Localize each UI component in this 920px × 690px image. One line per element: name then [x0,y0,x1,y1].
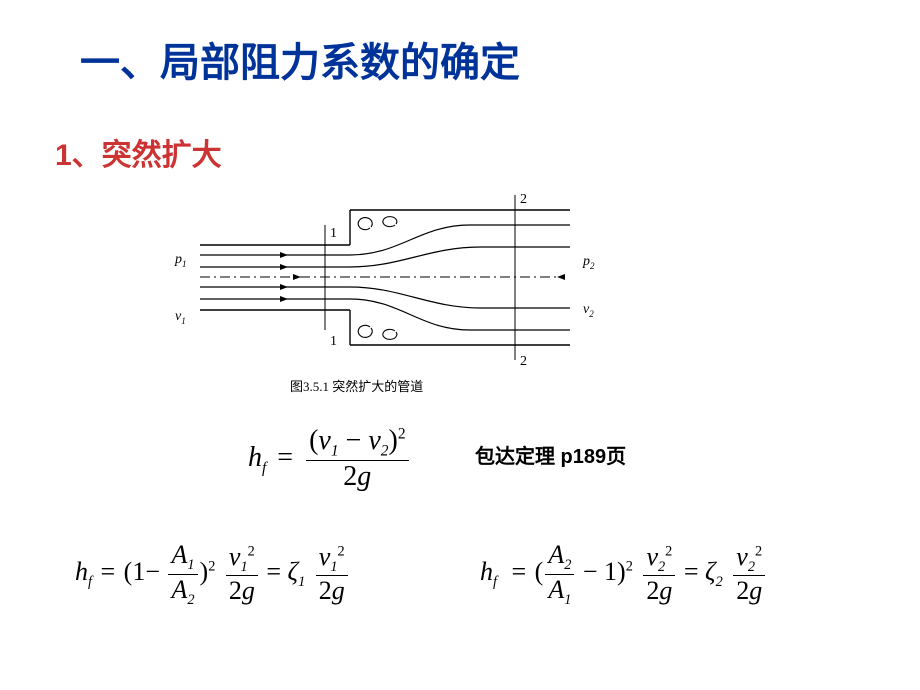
equation-3: hf = ( A2 A1 − 1)2 v22 2g = ζ2 v22 2g [480,540,767,608]
diagram-caption: 图3.5.1 突然扩大的管道 [290,376,423,395]
svg-text:v1: v1 [175,309,186,326]
svg-text:p1: p1 [174,252,187,269]
slide-subtitle: 1、突然扩大 [55,130,222,174]
label-p1: p [174,252,182,267]
expansion-diagram: p1 v1 p2 v2 1 1 2 2 [170,185,610,370]
label-p2: p [582,254,590,269]
svg-text:v2: v2 [583,302,594,319]
equation-2: hf = (1− A1 A2 )2 v12 2g = ζ1 v12 2g [75,540,350,608]
svg-text:p2: p2 [582,254,595,271]
label-sec1-top: 1 [330,226,337,241]
slide-root: 一、局部阻力系数的确定 1、突然扩大 [0,0,920,690]
label-sec2-top: 2 [520,192,527,207]
label-sec1-bot: 1 [330,334,337,349]
theorem-note: 包达定理 p189页 [475,440,626,469]
label-sec2-bot: 2 [520,354,527,369]
equation-1: hf = (v1 − v2)2 2g [248,425,411,493]
slide-title: 一、局部阻力系数的确定 [80,30,520,88]
